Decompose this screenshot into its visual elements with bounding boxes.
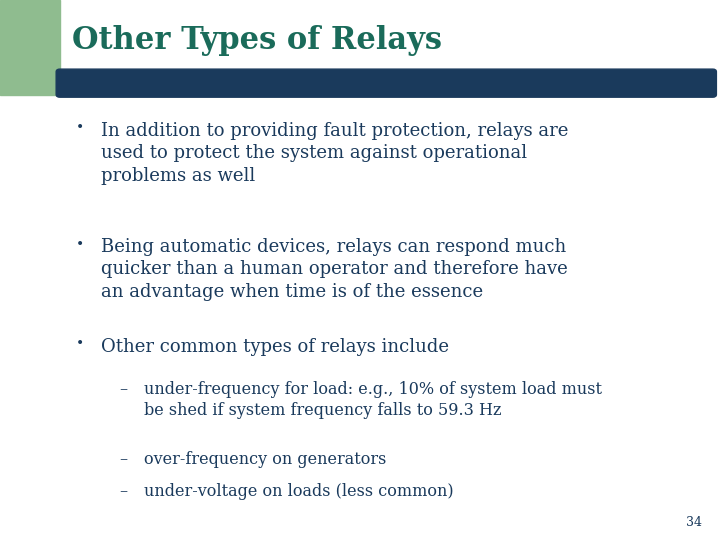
Text: over-frequency on generators: over-frequency on generators [144, 451, 387, 468]
FancyBboxPatch shape [56, 69, 716, 97]
Text: under-voltage on loads (less common): under-voltage on loads (less common) [144, 483, 454, 500]
Text: –: – [119, 451, 127, 468]
Text: •: • [76, 238, 84, 252]
Text: under-frequency for load: e.g., 10% of system load must
be shed if system freque: under-frequency for load: e.g., 10% of s… [144, 381, 602, 419]
Text: Other common types of relays include: Other common types of relays include [101, 338, 449, 355]
Text: Other Types of Relays: Other Types of Relays [72, 25, 442, 56]
Text: In addition to providing fault protection, relays are
used to protect the system: In addition to providing fault protectio… [101, 122, 568, 185]
Text: –: – [119, 381, 127, 397]
Text: Being automatic devices, relays can respond much
quicker than a human operator a: Being automatic devices, relays can resp… [101, 238, 567, 301]
Text: 34: 34 [686, 516, 702, 529]
Text: –: – [119, 483, 127, 500]
Text: •: • [76, 338, 84, 352]
Text: •: • [76, 122, 84, 136]
Bar [0, 0, 60, 94]
